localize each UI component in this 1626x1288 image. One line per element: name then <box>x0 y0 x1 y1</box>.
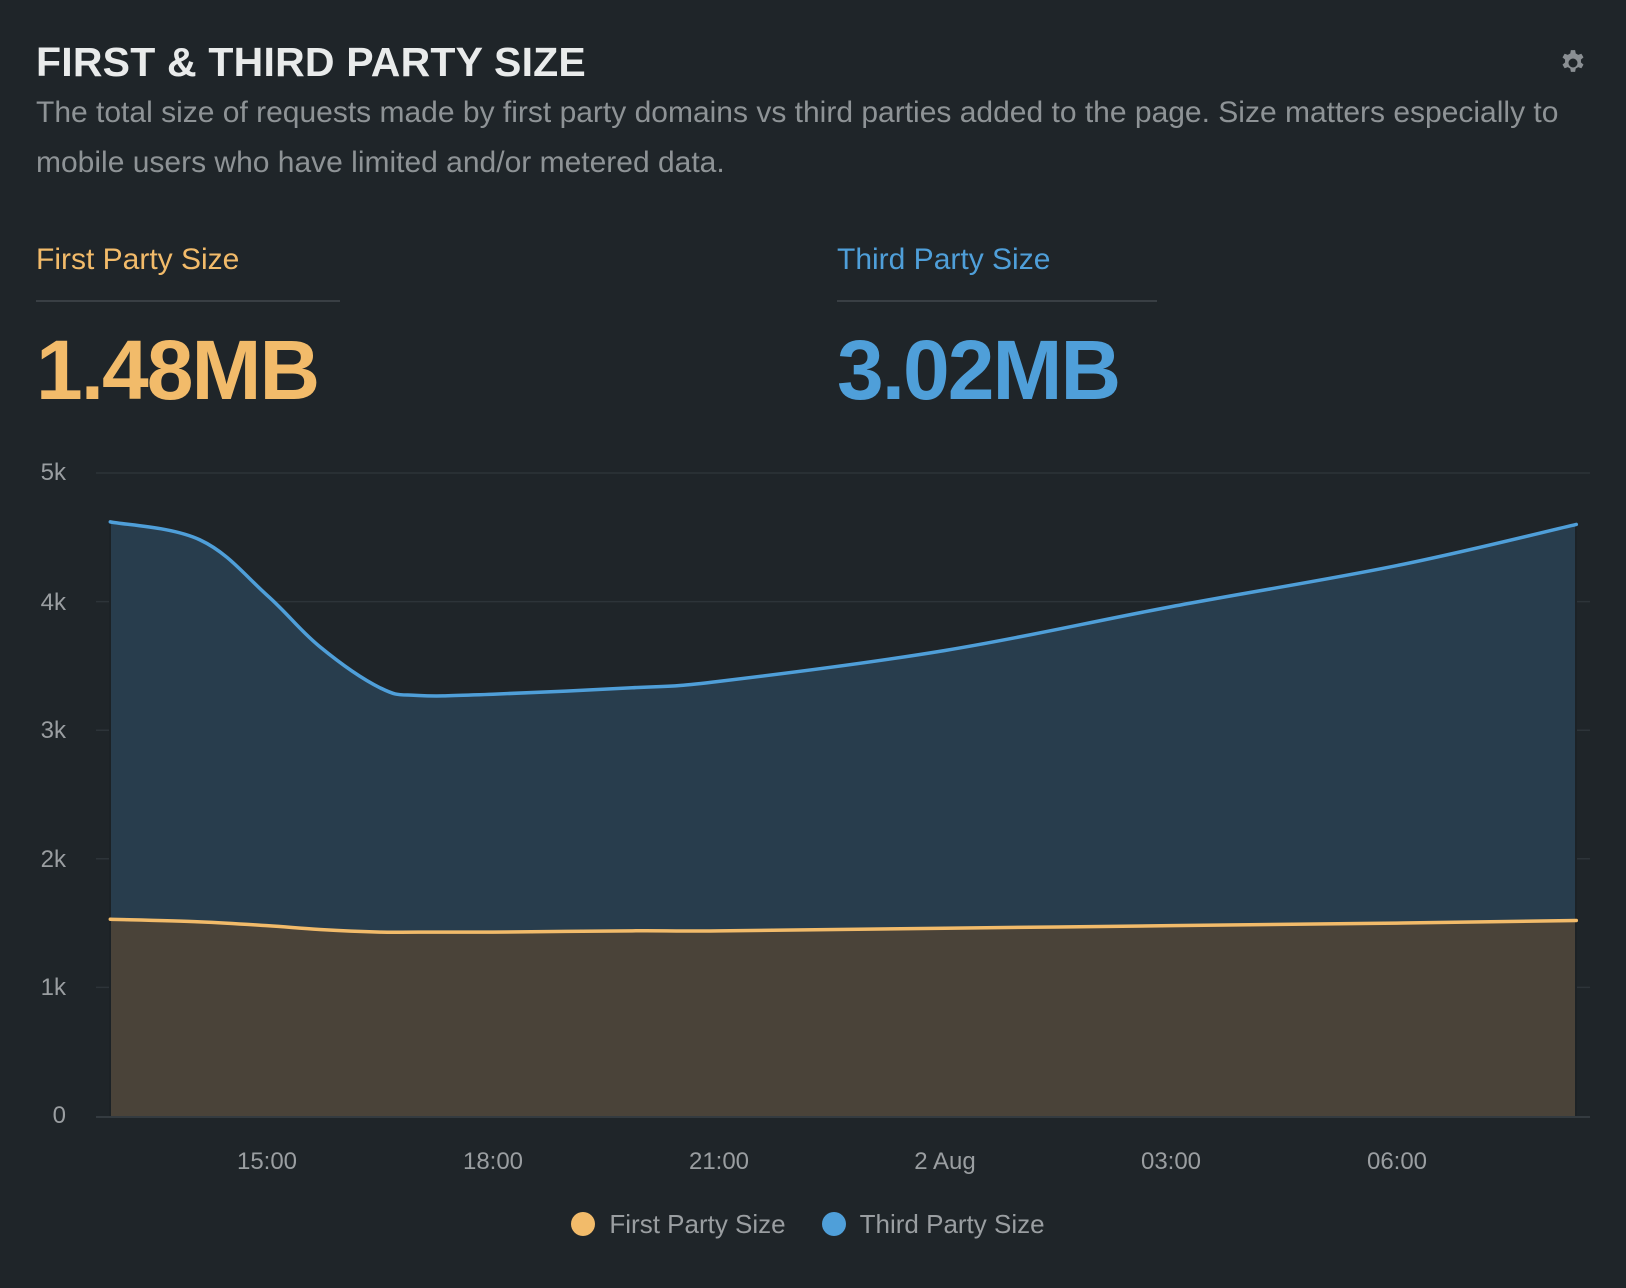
widget-description: The total size of requests made by first… <box>36 96 1559 179</box>
third-party-value: 3.02MB <box>837 323 1121 417</box>
third-party-line <box>108 520 1579 698</box>
y-tick-4k: 4k <box>40 589 66 616</box>
y-tick-1k: 1k <box>40 974 66 1001</box>
y-tick-0: 0 <box>52 1102 66 1129</box>
third-party-area <box>110 521 1577 1116</box>
x-tick-2100: 21:00 <box>688 1148 750 1175</box>
y-tick-3k: 3k <box>40 717 66 744</box>
y-tick-2k: 2k <box>40 846 66 873</box>
third-party-dot-icon <box>821 1212 846 1236</box>
third-party-label: Third Party Size <box>837 240 1157 302</box>
legend-item-first-party[interactable]: First Party Size <box>571 1208 786 1240</box>
x-tick-2aug: 2 Aug <box>914 1148 976 1175</box>
first-party-area <box>110 919 1577 1116</box>
legend-label: First Party Size <box>609 1209 786 1239</box>
first-party-dot-icon <box>571 1212 596 1236</box>
first-party-value: 1.48MB <box>36 323 320 417</box>
settings-button[interactable] <box>1558 48 1588 78</box>
gear-icon <box>1562 50 1584 72</box>
first-party-label: First Party Size <box>36 240 340 302</box>
grid-lines <box>96 472 1590 989</box>
legend-item-third-party[interactable]: Third Party Size <box>821 1208 1045 1240</box>
first-party-line <box>108 917 1579 935</box>
chart-legend: First Party Size Third Party Size <box>0 1208 1626 1240</box>
x-tick-1800: 18:00 <box>462 1148 524 1175</box>
legend-label: Third Party Size <box>859 1209 1045 1239</box>
y-tick-5k: 5k <box>40 459 66 486</box>
x-tick-0300: 03:00 <box>1140 1148 1202 1175</box>
x-tick-0600: 06:00 <box>1366 1148 1428 1175</box>
widget-title: FIRST & THIRD PARTY SIZE <box>36 39 586 85</box>
x-tick-1500: 15:00 <box>236 1148 298 1175</box>
first-party-stat: First Party Size 1.48MB <box>36 240 340 420</box>
third-party-stat: Third Party Size 3.02MB <box>837 240 1157 420</box>
